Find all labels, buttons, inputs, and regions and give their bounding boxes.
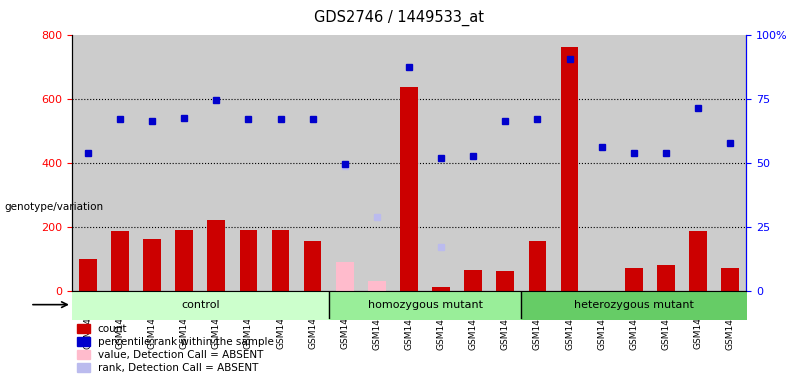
Text: homozygous mutant: homozygous mutant <box>368 300 483 310</box>
Text: GDS2746 / 1449533_at: GDS2746 / 1449533_at <box>314 10 484 26</box>
Bar <box>561 47 579 291</box>
Bar <box>232 35 264 291</box>
Bar <box>239 230 257 291</box>
Bar <box>464 270 482 291</box>
Bar <box>336 262 354 291</box>
Bar <box>689 231 707 291</box>
Bar <box>721 268 739 291</box>
Bar <box>136 35 168 291</box>
Bar <box>72 35 104 291</box>
Bar <box>368 281 385 291</box>
Bar <box>657 265 674 291</box>
Bar <box>714 35 746 291</box>
Bar <box>361 35 393 291</box>
Bar <box>528 241 547 291</box>
Bar <box>457 35 489 291</box>
Bar <box>200 35 232 291</box>
Bar <box>144 239 161 291</box>
Legend: count, percentile rank within the sample, value, Detection Call = ABSENT, rank, : count, percentile rank within the sample… <box>77 324 274 373</box>
Bar <box>618 35 650 291</box>
Text: control: control <box>181 300 219 310</box>
Bar <box>393 35 425 291</box>
Bar <box>433 287 450 291</box>
Bar <box>176 230 193 291</box>
Bar <box>111 231 128 291</box>
Bar <box>554 35 586 291</box>
Bar <box>79 258 97 291</box>
Bar <box>682 35 714 291</box>
Bar <box>297 35 329 291</box>
Bar <box>489 35 521 291</box>
Bar <box>168 35 200 291</box>
Text: heterozygous mutant: heterozygous mutant <box>574 300 693 310</box>
Bar <box>586 35 618 291</box>
Bar <box>264 35 297 291</box>
Bar <box>304 241 322 291</box>
Bar <box>329 35 361 291</box>
Bar <box>521 35 554 291</box>
Bar <box>207 220 225 291</box>
Bar <box>625 268 642 291</box>
Bar <box>425 35 457 291</box>
Text: genotype/variation: genotype/variation <box>4 202 103 212</box>
Bar <box>271 230 290 291</box>
Bar <box>400 88 418 291</box>
Bar <box>650 35 682 291</box>
Bar <box>104 35 136 291</box>
Bar <box>496 271 514 291</box>
